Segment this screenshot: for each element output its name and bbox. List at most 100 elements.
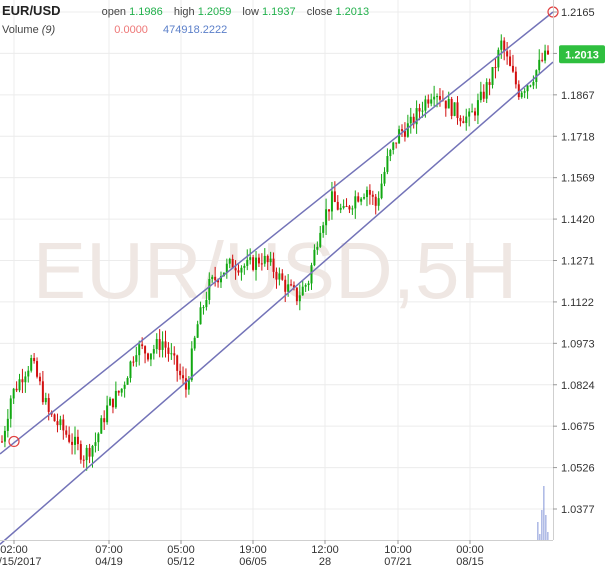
candle-body <box>409 116 412 124</box>
candle-body <box>336 201 339 210</box>
candle-body <box>249 257 252 260</box>
candle-body <box>514 71 517 85</box>
candle-body <box>357 196 360 202</box>
candle-body <box>462 121 465 124</box>
candle-body <box>538 59 541 71</box>
candle-body <box>275 271 278 280</box>
candle-body <box>292 285 295 288</box>
candle-body <box>298 295 301 302</box>
price-tick-label: 1.0377 <box>561 504 595 516</box>
candle-body <box>161 341 164 350</box>
candle-body <box>255 257 258 270</box>
candle-body <box>468 111 471 117</box>
candle-body <box>333 191 336 202</box>
candles <box>1 34 549 471</box>
candle-body <box>44 397 47 403</box>
price-tick-label: 1.2165 <box>561 7 595 19</box>
candle-body <box>56 421 59 426</box>
high-value: 1.2059 <box>197 6 232 18</box>
candle-body <box>544 50 547 61</box>
volume-bar <box>545 515 547 540</box>
candle-body <box>476 100 479 116</box>
candle-body <box>260 263 263 265</box>
candle-body <box>485 82 488 99</box>
price-tick-label: 1.1569 <box>561 173 595 185</box>
candle-body <box>228 258 231 264</box>
candle-body <box>100 418 103 434</box>
time-tick-hour: 07:00 <box>95 544 123 556</box>
candle-body <box>158 339 161 350</box>
candle-body <box>18 379 21 391</box>
candle-body <box>509 56 512 66</box>
candle-body <box>24 376 27 383</box>
candle-body <box>187 380 190 390</box>
candle-body <box>144 346 147 354</box>
candle-body <box>497 49 500 68</box>
candle-body <box>415 108 418 125</box>
candle-body <box>517 84 520 98</box>
candle-body <box>111 398 114 408</box>
candle-body <box>526 85 529 92</box>
candle-body <box>126 378 129 385</box>
price-axis[interactable]: 1.21651.20161.18671.17181.15691.14201.12… <box>553 0 595 540</box>
candle-body <box>500 40 503 50</box>
volume-bar <box>539 534 541 540</box>
candle-body <box>36 361 39 377</box>
close-label: close <box>306 6 333 18</box>
candle-body <box>21 379 24 383</box>
candle-body <box>91 445 94 457</box>
volume-bar <box>537 522 539 540</box>
candle-body <box>205 299 208 308</box>
time-tick-hour: 10:00 <box>384 544 412 556</box>
candle-body <box>167 347 170 354</box>
candle-body <box>103 418 106 423</box>
high-label: high <box>173 6 195 18</box>
ohlc-legend: EUR/USD open 1.1986 high 1.2059 low 1.19… <box>2 3 369 18</box>
candle-body <box>15 388 18 391</box>
candle-body <box>182 375 185 379</box>
candle-body <box>392 142 395 150</box>
candle-body <box>1 441 3 443</box>
candle-body <box>79 444 82 460</box>
candle-body <box>266 255 269 263</box>
candle-body <box>438 96 441 100</box>
candle-body <box>304 285 307 287</box>
candle-body <box>170 353 173 355</box>
price-tick-label: 1.0824 <box>561 380 595 392</box>
candle-body <box>380 183 383 199</box>
candle-body <box>71 441 74 445</box>
candle-body <box>190 348 193 381</box>
candle-body <box>123 384 126 389</box>
open-label: open <box>101 6 127 18</box>
price-tick-label: 1.1420 <box>561 214 595 226</box>
candle-body <box>240 267 243 273</box>
candle-body <box>65 430 68 435</box>
candle-body <box>377 198 380 206</box>
watermark: EUR/USD,5H <box>33 226 518 315</box>
price-tick-label: 1.1718 <box>561 131 595 143</box>
candle-body <box>389 149 392 157</box>
candle-body <box>94 442 97 446</box>
candle-body <box>547 50 549 55</box>
volume-legend: Volume (9) 0.0000 474918.2222 <box>2 24 227 36</box>
candle-body <box>252 257 255 270</box>
candle-body <box>354 196 357 209</box>
low-value: 1.1937 <box>262 6 296 18</box>
candle-body <box>176 355 179 371</box>
time-tick-hour: 00:00 <box>456 544 484 556</box>
candle-body <box>427 99 430 104</box>
candle-body <box>503 40 506 52</box>
candle-body <box>295 287 298 302</box>
candle-body <box>511 65 514 72</box>
time-tick-date: 03/15/2017 <box>0 556 42 568</box>
candle-body <box>9 398 12 419</box>
trend-channel[interactable] <box>0 6 559 545</box>
channel-lower-line <box>0 61 554 545</box>
candle-body <box>97 433 100 443</box>
candle-body <box>59 419 62 426</box>
candle-body <box>342 206 345 208</box>
candle-body <box>368 189 371 195</box>
last-price-tag: 1.2013 <box>559 45 605 64</box>
